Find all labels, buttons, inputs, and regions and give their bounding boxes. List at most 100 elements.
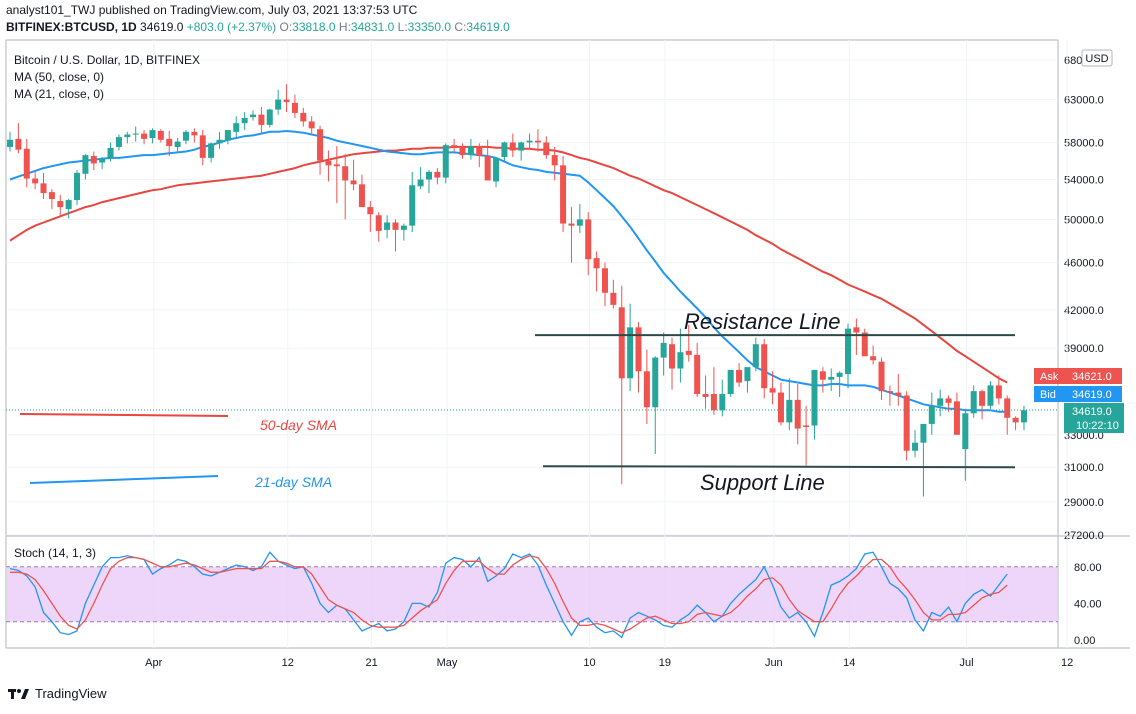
candle-body <box>74 172 81 201</box>
candle-body <box>1004 398 1011 418</box>
candle-body <box>141 133 148 139</box>
candle-body <box>853 327 860 333</box>
tradingview-brand[interactable]: TradingView <box>8 686 107 701</box>
x-tick-label: 21 <box>365 657 377 669</box>
candle-body <box>325 160 332 166</box>
sma50-annotation: 50-day SMA <box>260 417 337 433</box>
low-label: L: <box>397 20 408 34</box>
x-tick-label: 12 <box>1061 657 1073 669</box>
ask-price-box <box>1034 368 1122 384</box>
y-tick-label: 54000.0 <box>1064 175 1104 187</box>
candle-body <box>777 392 784 423</box>
candle-body <box>241 118 248 124</box>
candle-body <box>90 156 97 164</box>
candle-body <box>811 369 818 426</box>
candle-body <box>920 423 927 443</box>
candle-body <box>551 155 558 166</box>
candle-body <box>752 344 759 368</box>
candle-body <box>476 146 483 157</box>
open-value: 33818.0 <box>292 20 336 34</box>
publisher-line: analyst101_TWJ published on TradingView.… <box>6 3 417 17</box>
candle-body <box>534 140 541 143</box>
candle-body <box>585 219 592 260</box>
candle-body <box>166 138 173 147</box>
candle-body <box>400 225 407 230</box>
candle-body <box>115 137 122 147</box>
candle-body <box>903 395 910 451</box>
bid-value: 34619.0 <box>1072 389 1112 401</box>
candle-body <box>694 354 701 395</box>
candle-body <box>107 147 114 158</box>
candle-body <box>392 222 399 230</box>
candle-body <box>895 392 902 396</box>
candle-body <box>375 215 382 231</box>
candle-body <box>962 413 969 450</box>
ohlc-line: BITFINEX:BTCUSD, 1D 34619.0 +803.0 (+2.3… <box>6 20 510 34</box>
candle-body <box>685 350 692 355</box>
publisher-text: analyst101_TWJ published on TradingView.… <box>6 3 418 17</box>
y-tick-label: 29000.0 <box>1064 497 1104 509</box>
candle-body <box>417 179 424 187</box>
x-tick-label: 12 <box>282 657 294 669</box>
candle-body <box>283 99 290 103</box>
legend-title: Bitcoin / U.S. Dollar, 1D, BITFINEX <box>14 53 201 67</box>
y-tick-label: 27200.0 <box>1064 530 1104 542</box>
candle-body <box>660 342 667 358</box>
candle-body <box>208 143 215 158</box>
candle-body <box>886 391 893 393</box>
candle-body <box>995 385 1002 399</box>
legend-ma50[interactable]: MA (50, close, 0) <box>14 70 105 84</box>
candle-body <box>627 327 634 379</box>
candle-body <box>266 109 273 125</box>
sma21-legend-line <box>29 475 219 484</box>
candle-body <box>518 142 525 151</box>
candle-body <box>275 99 282 110</box>
x-tick-label: Jul <box>960 657 974 669</box>
candle-body <box>409 185 416 226</box>
stoch-band <box>7 566 1057 622</box>
candle-body <box>333 164 340 167</box>
candle-body <box>15 138 22 150</box>
y-tick-label: 46000.0 <box>1064 258 1104 270</box>
x-tick-label: May <box>437 657 458 669</box>
candle-body <box>459 146 466 156</box>
sma50-legend-line <box>19 413 229 417</box>
y-tick-label: 63000.0 <box>1064 95 1104 107</box>
candle-body <box>928 405 935 424</box>
candle-body <box>912 442 919 451</box>
ask-label: Ask <box>1040 371 1059 383</box>
stoch-y-tick-label: 0.00 <box>1074 635 1095 647</box>
unit-label: USD <box>1085 53 1108 65</box>
stoch-d-line <box>10 555 1008 634</box>
x-tick-label: Jun <box>765 657 783 669</box>
sma21-annotation: 21-day SMA <box>254 474 332 490</box>
legend-stoch[interactable]: Stoch (14, 1, 3) <box>14 546 97 560</box>
candle-body <box>761 344 768 389</box>
candle-body <box>845 328 851 375</box>
candle-body <box>937 398 944 406</box>
y-tick-label: 42000.0 <box>1064 305 1104 317</box>
candle-body <box>736 369 743 383</box>
candle-body <box>1020 410 1027 423</box>
candle-body <box>300 112 307 122</box>
candle-body <box>57 201 64 208</box>
candle-body <box>987 385 994 406</box>
legend-ma21[interactable]: MA (21, close, 0) <box>14 87 105 101</box>
candle-body <box>819 371 826 380</box>
candle-body <box>216 139 223 144</box>
high-value: 34831.0 <box>350 20 395 34</box>
ma21-line <box>9 129 1008 413</box>
candle-body <box>543 142 550 156</box>
y-tick-label: 31000.0 <box>1064 462 1104 474</box>
candle-body <box>308 121 315 129</box>
candle-body <box>618 307 625 379</box>
x-tick-label: 19 <box>659 657 671 669</box>
candle-body <box>258 114 265 125</box>
x-tick-label: Apr <box>145 657 162 669</box>
candle-body <box>861 332 868 357</box>
candle-body <box>719 394 726 411</box>
candle-body <box>601 268 608 293</box>
candle-body <box>224 130 231 141</box>
candle-body <box>174 141 181 147</box>
